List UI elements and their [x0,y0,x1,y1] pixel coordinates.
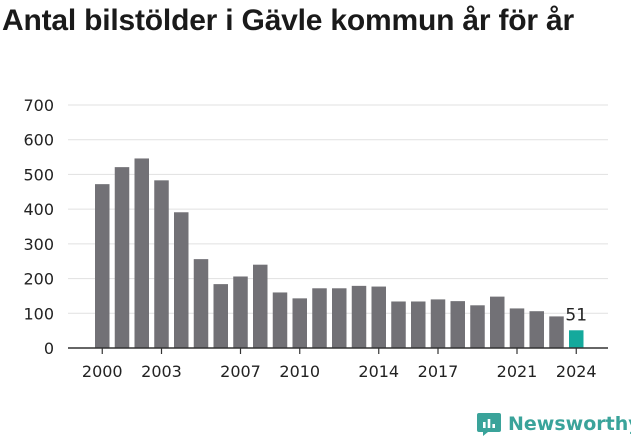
x-tick-label: 2024 [556,362,597,381]
bar-2008 [253,264,268,348]
newsworthy-logo-icon [477,413,501,436]
bar-2005 [193,259,209,348]
bar-2013 [351,285,367,348]
bar-2004 [174,212,189,348]
bar-2002 [134,158,149,348]
bar-2011 [312,288,327,348]
bar-2012 [332,288,347,348]
bar-2010 [292,298,307,348]
y-tick-label: 500 [23,165,54,184]
bar-2023 [549,316,564,348]
brand-name: Newsworthy [508,413,631,435]
y-axis: 0 100 200 300 400 500 600 700 [23,96,54,358]
bar-2007 [233,276,248,348]
x-tick-label: 2014 [358,362,399,381]
bar-2019 [470,305,485,348]
data-label-2024: 51 [565,305,587,325]
bar-2021 [509,308,525,348]
x-tick-label: 2021 [497,362,538,381]
bar-2014 [371,286,386,348]
bars [95,158,584,348]
y-tick-label: 200 [23,270,54,289]
x-tick-label: 2007 [220,362,261,381]
bar-2020 [490,296,505,348]
data-labels: 51 [565,305,587,325]
bar-2009 [272,292,288,348]
y-tick-label: 0 [44,339,54,358]
y-tick-label: 600 [23,131,54,150]
brand[interactable]: Newsworthy [476,408,631,440]
bar-2003 [154,180,169,348]
y-tick-label: 100 [23,304,54,323]
y-tick-label: 400 [23,200,54,219]
chart-title: Antal bilstölder i Gävle kommun år för å… [2,4,574,37]
bar-2016 [411,301,426,348]
bar-2006 [213,284,228,348]
bar-2000 [95,184,110,348]
y-tick-label: 700 [23,96,54,115]
bar-2024 [569,330,584,348]
x-tick-label: 2003 [141,362,182,381]
bar-2015 [391,301,406,348]
bar-2017 [430,299,446,348]
bar-2018 [450,301,465,348]
y-tick-label: 300 [23,235,54,254]
x-tick-label: 2010 [279,362,320,381]
x-tick-label: 2017 [418,362,459,381]
x-tick-label: 2000 [82,362,123,381]
bar-2001 [114,167,130,348]
x-axis: 2000 2003 2007 2010 2014 2017 2021 2024 [68,347,608,381]
bar-2022 [529,311,544,348]
